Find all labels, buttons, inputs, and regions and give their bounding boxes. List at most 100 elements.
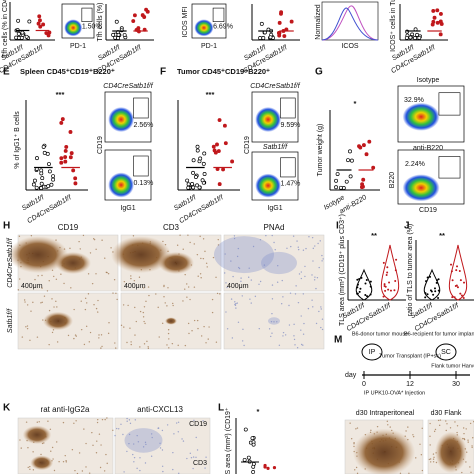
cell [273, 241, 275, 244]
dot [338, 185, 343, 190]
cell [419, 443, 421, 445]
cell [219, 293, 221, 295]
gate [280, 97, 296, 119]
cell [78, 452, 81, 454]
dot [431, 8, 436, 13]
gate [81, 7, 93, 22]
cell [168, 347, 170, 349]
cell [46, 290, 49, 292]
cell [130, 277, 132, 280]
gate-percent: 2.56% [134, 122, 154, 129]
cell [161, 465, 164, 467]
dot [263, 463, 267, 468]
cell [314, 245, 316, 247]
dot [39, 181, 44, 186]
cell [370, 429, 372, 432]
axis-label: Tumor weight (g) [317, 124, 324, 177]
cell [123, 471, 125, 473]
dot [456, 265, 459, 268]
cell [241, 340, 244, 342]
dot [434, 290, 437, 293]
dot [356, 278, 359, 281]
cell [463, 432, 465, 435]
gate [212, 7, 225, 22]
axis-label: CD19 [97, 136, 104, 154]
dot [356, 283, 359, 286]
cell [271, 284, 274, 286]
cell [50, 450, 52, 452]
dot [348, 149, 352, 154]
label: day [345, 372, 357, 379]
axis-label: CD4CreSatb1f/f [7, 237, 14, 287]
cell [168, 338, 170, 340]
label: rat anti-IgG2a [41, 405, 90, 414]
cell [26, 325, 29, 327]
violin [423, 268, 441, 301]
flow-density [402, 102, 440, 131]
cell [268, 328, 271, 330]
cell [99, 466, 102, 469]
cell [236, 302, 238, 304]
dot [463, 281, 466, 284]
gate-percent: 6.69% [213, 23, 233, 30]
cell [128, 442, 130, 445]
cell [144, 322, 146, 325]
gate [133, 97, 149, 119]
dot [413, 36, 417, 40]
cell [98, 433, 101, 435]
cell [470, 471, 472, 474]
dot [186, 185, 191, 190]
mouse [435, 343, 457, 361]
cell [83, 343, 86, 346]
cell [130, 341, 132, 343]
label: IP UPK10-OVA* Injection [364, 390, 425, 396]
cell [115, 347, 117, 349]
cell [281, 279, 283, 282]
cell [30, 235, 33, 237]
cell [136, 467, 138, 470]
cell [84, 297, 87, 300]
cell [200, 257, 202, 260]
cell [89, 331, 92, 334]
cell [350, 438, 353, 440]
dot [424, 296, 427, 299]
cell [439, 419, 442, 421]
dot [453, 296, 456, 299]
significance: * [257, 407, 260, 416]
axis-label: Tfh cells (% in CD4⁺) [2, 0, 9, 58]
cell [202, 238, 205, 240]
dot [424, 292, 427, 295]
dot [384, 289, 387, 292]
cell [95, 307, 98, 310]
cell [241, 295, 243, 297]
cell [143, 287, 145, 289]
cell [282, 296, 284, 298]
dot [27, 19, 32, 24]
cell [192, 467, 194, 470]
dot [193, 175, 198, 179]
cell [20, 447, 22, 449]
cell [234, 304, 237, 307]
dot [456, 286, 459, 289]
cell [297, 248, 300, 251]
cell [274, 249, 276, 251]
cell [53, 469, 56, 472]
cell [237, 247, 240, 250]
gate-percent: 1.47% [281, 181, 301, 188]
cell [187, 322, 190, 325]
cell [353, 443, 355, 445]
axis-label: Tfh cells (%) [97, 3, 104, 42]
cell [142, 446, 145, 448]
cell [236, 255, 239, 258]
cell [147, 286, 150, 288]
cell [161, 322, 164, 325]
cell [129, 327, 131, 329]
dot [41, 22, 46, 27]
cell [84, 308, 87, 311]
cell [167, 329, 170, 331]
cell [405, 430, 407, 432]
cell [307, 307, 310, 310]
cell [286, 247, 288, 249]
label: 30 [452, 381, 460, 388]
